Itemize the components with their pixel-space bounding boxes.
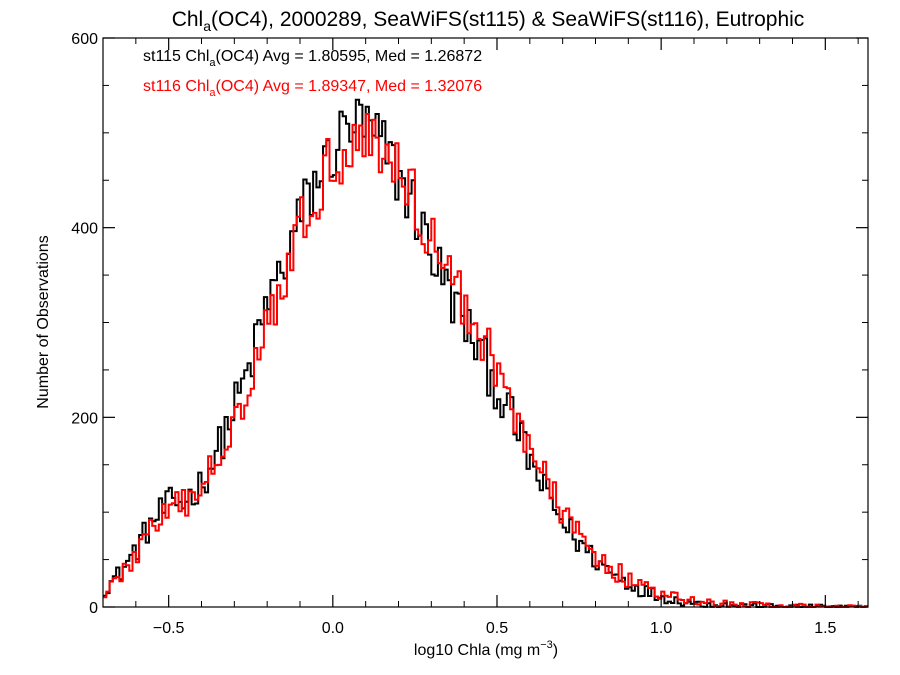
y-tick-label: 600: [71, 31, 98, 48]
legend-st116: st116 Chla(OC4) Avg = 1.89347, Med = 1.3…: [143, 78, 482, 99]
stats-legend: st115 Chla(OC4) Avg = 1.80595, Med = 1.2…: [143, 48, 482, 99]
title-subscript: a: [203, 18, 211, 34]
x-tick-label: 0.5: [486, 620, 508, 637]
y-axis-label: Number of Observations: [35, 235, 52, 408]
x-tick-label: 1.5: [814, 620, 836, 637]
y-tick-label: 400: [71, 221, 98, 238]
title-prefix: Chl: [172, 8, 204, 31]
x-axis-label: log10 Chla (mg m−3): [414, 639, 558, 659]
x-tick-label: 1.0: [650, 620, 672, 637]
y-axis: 0 200 400 600: [71, 31, 868, 617]
series-st115-line: [103, 98, 868, 608]
y-tick-label: 0: [89, 600, 98, 617]
plot-frame: [102, 37, 869, 608]
chart-title: Chla(OC4), 2000289, SeaWiFS(st115) & Sea…: [172, 8, 805, 34]
x-axis: −0.5 0.0 0.5 1.0 1.5: [135, 38, 859, 637]
legend-st115: st115 Chla(OC4) Avg = 1.80595, Med = 1.2…: [143, 48, 482, 69]
series-st116-line: [103, 113, 868, 608]
y-tick-label: 200: [71, 410, 98, 427]
title-rest: (OC4), 2000289, SeaWiFS(st115) & SeaWiFS…: [211, 8, 804, 31]
x-tick-label: 0.0: [322, 620, 344, 637]
plot-area: [103, 98, 868, 608]
x-tick-label: −0.5: [153, 620, 185, 637]
